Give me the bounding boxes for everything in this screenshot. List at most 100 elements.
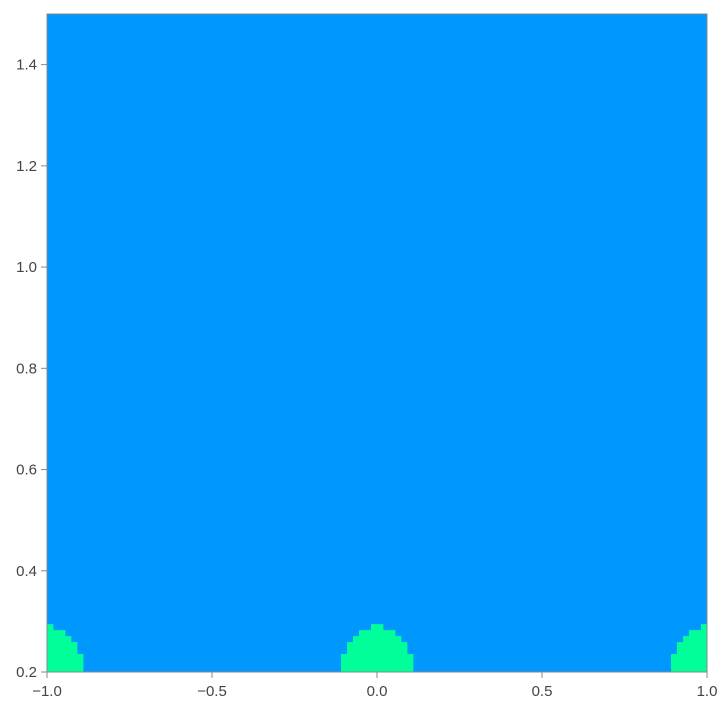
- contour-cell: [353, 654, 360, 661]
- contour-cell: [47, 636, 54, 643]
- contour-cell: [377, 624, 384, 631]
- contour-cell: [377, 648, 384, 655]
- y-tick-label: 0.4: [16, 563, 37, 580]
- contour-cell: [59, 666, 66, 672]
- contour-cell: [71, 654, 78, 661]
- contour-cell: [683, 636, 690, 643]
- contour-cell: [377, 642, 384, 649]
- y-axis: 0.2 0.4 0.6 0.8 1.0 1.2 1.4: [16, 57, 47, 681]
- contour-cell: [701, 648, 707, 655]
- contour-cell: [683, 654, 690, 661]
- contour-cell: [383, 642, 390, 649]
- contour-cell: [407, 666, 414, 672]
- contour-cell: [359, 636, 366, 643]
- contour-cell: [689, 654, 696, 661]
- x-tick-label: −0.5: [197, 683, 227, 700]
- contour-cell: [377, 636, 384, 643]
- contour-cell: [359, 654, 366, 661]
- contour-cell: [677, 666, 684, 672]
- plot-background: [47, 14, 707, 672]
- contour-cell: [683, 642, 690, 649]
- contour-cell: [395, 654, 402, 661]
- contour-cell: [347, 642, 354, 649]
- contour-cell: [71, 660, 78, 667]
- contour-cell: [695, 666, 702, 672]
- contour-cell: [47, 666, 54, 672]
- contour-cell: [47, 648, 54, 655]
- contour-cell: [389, 642, 396, 649]
- contour-cell: [71, 648, 78, 655]
- x-tick-label: 0.5: [532, 683, 553, 700]
- contour-cell: [47, 654, 54, 661]
- contour-cell: [353, 636, 360, 643]
- contour-cell: [77, 660, 84, 667]
- contour-cell: [65, 636, 72, 643]
- contour-cell: [371, 666, 378, 672]
- contour-cell: [359, 630, 366, 637]
- contour-cell: [371, 660, 378, 667]
- contour-cell: [353, 666, 360, 672]
- contour-cell: [53, 636, 60, 643]
- contour-cell: [689, 630, 696, 637]
- contour-cell: [347, 666, 354, 672]
- contour-cell: [395, 666, 402, 672]
- contour-cell: [371, 648, 378, 655]
- contour-cell: [53, 630, 60, 637]
- contour-cell: [689, 660, 696, 667]
- contour-cell: [401, 660, 408, 667]
- contour-cell: [377, 630, 384, 637]
- contour-cell: [359, 666, 366, 672]
- contour-cell: [671, 666, 678, 672]
- contour-cell: [341, 660, 348, 667]
- contour-cell: [371, 624, 378, 631]
- contour-cell: [341, 666, 348, 672]
- contour-cell: [701, 660, 707, 667]
- contour-cell: [65, 660, 72, 667]
- x-tick-label: 1.0: [697, 683, 718, 700]
- contour-cell: [677, 660, 684, 667]
- contour-cell: [701, 636, 707, 643]
- contour-cell: [353, 648, 360, 655]
- contour-cell: [683, 666, 690, 672]
- contour-cell: [365, 642, 372, 649]
- contour-cell: [395, 648, 402, 655]
- x-tick-label: −1.0: [32, 683, 62, 700]
- y-tick-label: 1.2: [16, 158, 37, 175]
- contour-cell: [389, 636, 396, 643]
- contour-cell: [671, 660, 678, 667]
- contour-cell: [407, 660, 414, 667]
- contour-cell: [695, 660, 702, 667]
- contour-cell: [377, 654, 384, 661]
- contour-cell: [671, 654, 678, 661]
- contour-cell: [377, 660, 384, 667]
- contour-cell: [383, 648, 390, 655]
- plot-area: [47, 14, 707, 672]
- contour-cell: [65, 648, 72, 655]
- contour-cell: [701, 642, 707, 649]
- contour-cell: [347, 660, 354, 667]
- contour-cell: [365, 666, 372, 672]
- contour-cell: [71, 642, 78, 649]
- contour-cell: [47, 660, 54, 667]
- contour-cell: [689, 642, 696, 649]
- contour-cell: [701, 654, 707, 661]
- contour-cell: [689, 636, 696, 643]
- contour-cell: [53, 654, 60, 661]
- contour-cell: [353, 660, 360, 667]
- contour-cell: [59, 660, 66, 667]
- contour-cell: [383, 636, 390, 643]
- contour-cell: [359, 660, 366, 667]
- contour-cell: [401, 654, 408, 661]
- contour-cell: [47, 624, 54, 631]
- contour-cell: [377, 666, 384, 672]
- contour-cell: [365, 648, 372, 655]
- contour-cell: [371, 654, 378, 661]
- contour-cell: [347, 654, 354, 661]
- y-tick-label: 1.4: [16, 57, 37, 74]
- contour-cell: [383, 630, 390, 637]
- contour-cell: [383, 666, 390, 672]
- contour-cell: [371, 642, 378, 649]
- contour-cell: [683, 648, 690, 655]
- contour-cell: [59, 648, 66, 655]
